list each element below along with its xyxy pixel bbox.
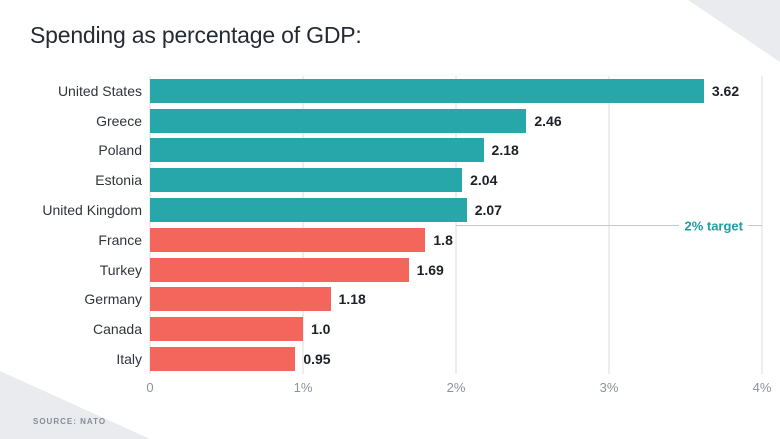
category-label-canada: Canada [92, 321, 142, 338]
bar-row: 1.18 [150, 285, 762, 315]
corner-decoration-top-right [688, 0, 780, 62]
corner-triangle [688, 0, 780, 62]
value-label: 3.62 [711, 82, 740, 99]
bar-poland [150, 138, 484, 163]
bar-row: 3.62 [150, 76, 762, 106]
bar-united-states [150, 78, 704, 103]
bar-row: 2.07 [150, 195, 762, 225]
value-label: 2.04 [470, 172, 498, 189]
category-label-italy: Italy [116, 351, 142, 368]
source-text: SOURCE: NATO [33, 417, 107, 426]
bar-germany [150, 287, 331, 312]
category-label-poland: Poland [98, 142, 142, 159]
value-label: 2.07 [474, 202, 502, 219]
bar-italy [150, 347, 296, 372]
x-tick-0: 0 [146, 380, 154, 395]
bar-turkey [150, 257, 409, 282]
category-label-united-states: United States [57, 82, 142, 99]
bar-canada [150, 317, 303, 342]
bar-row: 1.8 [150, 225, 762, 255]
category-label-germany: Germany [84, 291, 142, 308]
bar-row: 0.95 [150, 344, 762, 374]
category-labels: United States Greece Poland Estonia United K… [0, 76, 142, 374]
x-tick-2-: 2% [446, 380, 466, 395]
value-label: 1.8 [433, 231, 453, 248]
x-tick-4-: 4% [752, 380, 772, 395]
category-label-estonia: Estonia [95, 172, 142, 189]
x-tick-1-: 1% [293, 380, 313, 395]
bar-row: 2.04 [150, 165, 762, 195]
bar-france [150, 227, 426, 252]
value-label: 0.95 [303, 351, 331, 368]
chart-title: Spending as percentage of GDP: [30, 22, 362, 48]
bar-rows: 3.62 2.46 2.18 2.04 2.07 1.8 1.69 1.18 1.0 0.95 [150, 76, 762, 374]
x-tick-3-: 3% [599, 380, 619, 395]
gridline [149, 76, 151, 374]
target-line: 2% target [456, 218, 762, 233]
plot-area: 3.62 2.46 2.18 2.04 2.07 1.8 1.69 1.18 1.0 0.95 2… [149, 76, 763, 374]
value-label: 1.18 [338, 291, 366, 308]
corner-triangle [0, 371, 150, 439]
bar-united-kingdom [150, 198, 467, 223]
category-label-turkey: Turkey [99, 261, 142, 278]
value-label: 1.0 [311, 321, 331, 338]
category-label-france: France [98, 231, 142, 248]
category-label-united-kingdom: United Kingdom [42, 202, 142, 219]
category-label-greece: Greece [96, 112, 142, 129]
value-label: 1.69 [416, 261, 444, 278]
bar-estonia [150, 168, 463, 193]
bar-row: 1.0 [150, 314, 762, 344]
bar-greece [150, 108, 527, 133]
gridline [761, 76, 763, 374]
bar-row: 2.18 [150, 136, 762, 166]
bar-row: 2.46 [150, 106, 762, 136]
bar-row: 1.69 [150, 255, 762, 285]
value-label: 2.18 [491, 142, 519, 159]
corner-decoration-bottom-left [0, 371, 150, 439]
value-label: 2.46 [534, 112, 562, 129]
gridline [302, 76, 304, 374]
x-axis: 0 1% 2% 3% 4% [146, 380, 771, 396]
target-label: 2% target [679, 218, 748, 233]
